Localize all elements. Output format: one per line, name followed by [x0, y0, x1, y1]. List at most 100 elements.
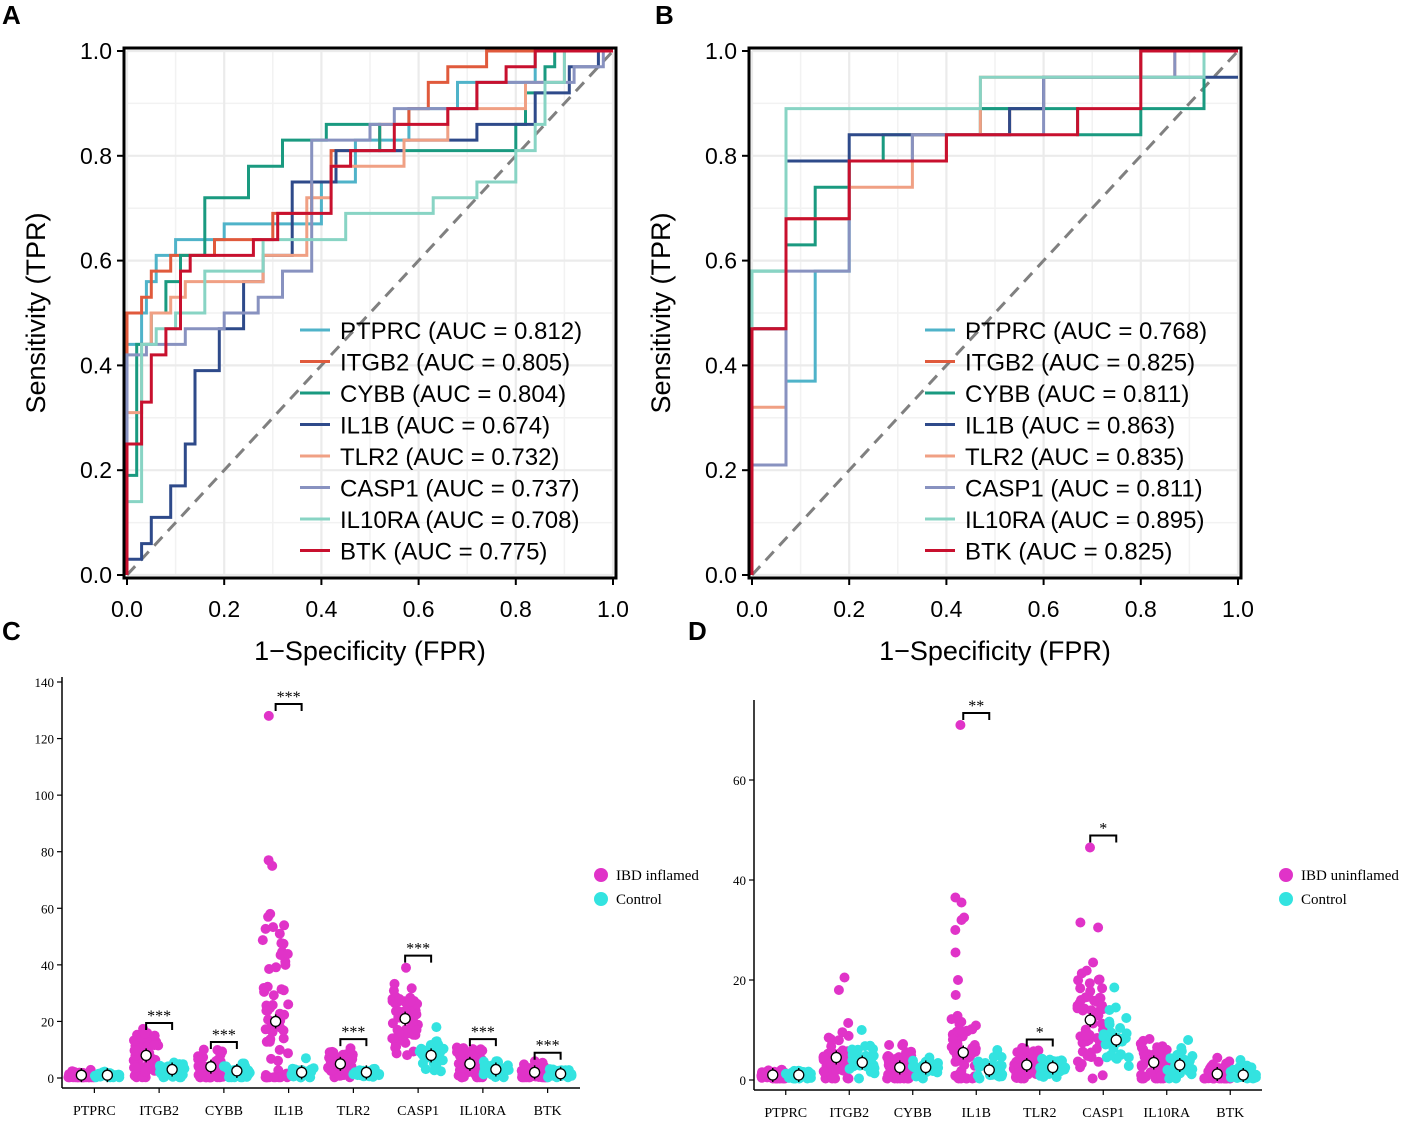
data-point [1082, 1050, 1093, 1061]
significance-bracket [145, 1022, 174, 1031]
y-tick-label: 20 [41, 1014, 54, 1029]
data-point [411, 1024, 422, 1035]
mean-marker [767, 1069, 779, 1081]
y-tick-label: 140 [35, 675, 55, 690]
data-point [544, 1064, 555, 1075]
data-point [1097, 1070, 1108, 1081]
legend-label: PTPRC (AUC = 0.812) [340, 318, 582, 345]
data-point [1144, 1034, 1155, 1044]
data-point [1225, 1072, 1236, 1083]
data-point [282, 949, 293, 959]
data-point-outlier [263, 710, 274, 721]
data-point [932, 1067, 943, 1078]
data-point [431, 1061, 442, 1072]
y-axis-label: Sensitivity (TPR) [21, 212, 51, 413]
data-point [1115, 1023, 1126, 1033]
data-point-outlier [279, 920, 290, 931]
data-point [917, 1073, 928, 1084]
data-point-outlier [955, 720, 966, 730]
data-point [1019, 1043, 1030, 1054]
significance-bracket [209, 1040, 238, 1049]
y-tick-label: 80 [41, 845, 54, 860]
mean-marker [166, 1063, 178, 1076]
data-point [417, 1058, 428, 1069]
x-tick-label: 1.0 [597, 596, 629, 622]
significance-label: *** [406, 941, 430, 958]
data-point [479, 1061, 490, 1072]
legend-label: CASP1 (AUC = 0.737) [340, 476, 579, 503]
y-tick-label: 0.0 [80, 562, 112, 588]
data-point [221, 1061, 231, 1072]
x-tick-label: CYBB [894, 1106, 932, 1121]
data-point [278, 1033, 289, 1044]
significance-bracket [339, 1038, 368, 1047]
x-tick-label: TLR2 [337, 1104, 370, 1119]
roc-line-il10ra [750, 49, 1238, 575]
data-point-outlier [263, 911, 274, 922]
significance-label: * [1099, 821, 1107, 838]
data-point [260, 1024, 271, 1035]
x-tick-label: 0.2 [833, 596, 865, 622]
data-point [1013, 1067, 1024, 1078]
data-point [1097, 1000, 1108, 1011]
x-tick-label: 0.6 [403, 596, 435, 622]
data-point [1037, 1053, 1048, 1064]
y-tick-label: 100 [35, 788, 55, 803]
roc-chart-a: 1−Specificity (FPR) Sensitivity (TPR) 0.… [21, 38, 629, 666]
data-point-outlier [950, 947, 961, 958]
data-point [952, 1010, 963, 1021]
data-point [406, 983, 417, 994]
x-tick-label: ITGB2 [139, 1104, 179, 1119]
data-point [1123, 1061, 1134, 1071]
mean-marker [490, 1063, 502, 1076]
x-tick-label: IL10RA [1143, 1106, 1191, 1121]
data-point [818, 1051, 829, 1062]
data-point-outlier [992, 1045, 1003, 1055]
roc-line-il10ra [125, 49, 613, 575]
legend-label: ITGB2 (AUC = 0.805) [340, 350, 570, 377]
y-tick-label: 0 [740, 1073, 747, 1088]
mean-marker [1237, 1069, 1249, 1081]
data-point [843, 1018, 854, 1028]
data-point-outlier [950, 990, 961, 1000]
data-point-outlier [1093, 922, 1104, 933]
y-tick-label: 1.0 [705, 38, 737, 64]
data-point [276, 984, 287, 995]
data-point-outlier [431, 1022, 442, 1033]
x-tick-label: 0.8 [1125, 596, 1157, 622]
roc-line-btk [750, 49, 1238, 575]
x-tick-label: 0.4 [305, 596, 337, 622]
data-point [193, 1061, 204, 1072]
data-point [1051, 1072, 1062, 1083]
data-point [954, 1068, 965, 1079]
mean-marker [983, 1064, 995, 1076]
data-point [1075, 983, 1086, 994]
data-point-outlier [274, 928, 285, 939]
x-tick-label: 0.6 [1028, 596, 1060, 622]
mean-marker [1174, 1059, 1186, 1071]
significance-label: *** [341, 1024, 365, 1041]
data-point [854, 1073, 864, 1084]
roc-line-btk [125, 49, 613, 575]
x-tick-label: CASP1 [397, 1104, 439, 1119]
data-point [837, 1027, 848, 1038]
data-point [946, 1041, 957, 1052]
y-tick-label: 0 [48, 1071, 55, 1086]
data-point [848, 1061, 859, 1072]
significance-label: *** [277, 689, 301, 706]
data-point-outlier [1235, 1055, 1246, 1065]
y-tick-label: 20 [733, 973, 746, 988]
y-tick-label: 1.0 [80, 38, 112, 64]
data-point [1085, 986, 1096, 997]
data-point [847, 1044, 858, 1055]
mean-marker [554, 1068, 567, 1080]
mean-marker [425, 1049, 437, 1062]
data-point-outlier [401, 962, 411, 973]
data-point [884, 1040, 895, 1050]
data-point [1208, 1059, 1218, 1070]
data-point [140, 1066, 150, 1077]
legend-label: CASP1 (AUC = 0.811) [965, 476, 1203, 503]
data-point-outlier [267, 860, 278, 871]
